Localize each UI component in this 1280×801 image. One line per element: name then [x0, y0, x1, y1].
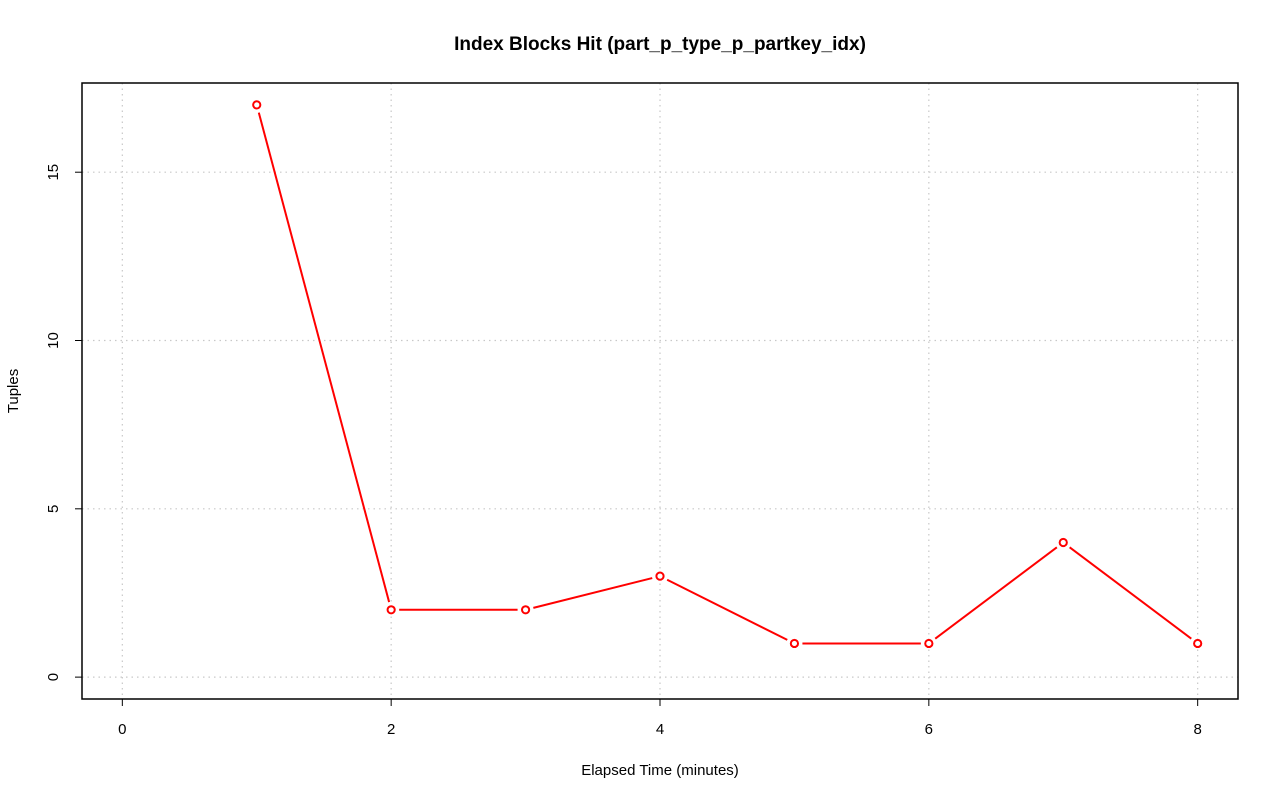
x-tick-label: 8 — [1194, 721, 1202, 738]
series-line-segment — [934, 546, 1058, 640]
y-axis: 0 5 10 15 — [45, 164, 82, 681]
y-axis-label: Tuples — [5, 369, 22, 413]
data-point — [924, 638, 934, 649]
data-point — [252, 100, 262, 110]
y-tick-label: 15 — [45, 164, 62, 181]
series-line-segment — [666, 578, 788, 641]
data-point — [386, 605, 396, 615]
data-point — [1058, 537, 1068, 548]
series-group — [252, 100, 1203, 649]
y-tick-label: 10 — [45, 332, 62, 349]
x-axis-label: Elapsed Time (minutes) — [581, 762, 739, 779]
x-tick-label: 0 — [118, 721, 126, 738]
y-tick-label: 0 — [45, 673, 62, 681]
x-tick-label: 6 — [925, 721, 933, 738]
x-tick-label: 2 — [387, 721, 395, 738]
chart-title: Index Blocks Hit (part_p_type_p_partkey_… — [454, 34, 866, 55]
series-line-segment — [1069, 546, 1192, 640]
data-point — [655, 571, 665, 581]
y-tick-label: 5 — [45, 505, 62, 513]
data-point — [520, 605, 531, 615]
data-point — [789, 638, 800, 649]
series-line-segment — [533, 577, 653, 609]
x-tick-label: 4 — [656, 721, 664, 738]
data-point — [1193, 638, 1203, 649]
x-axis: 0 2 4 6 8 — [118, 699, 1202, 738]
grid — [82, 83, 1238, 699]
series-line-segment — [257, 112, 391, 603]
